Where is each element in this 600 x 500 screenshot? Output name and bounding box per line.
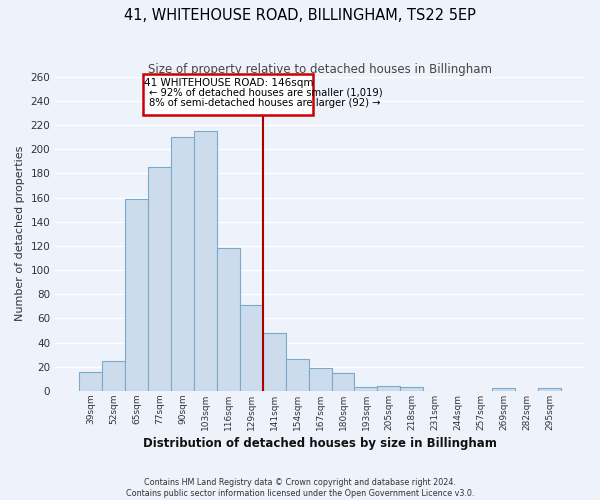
- Bar: [492, 388, 515, 391]
- Text: Contains HM Land Registry data © Crown copyright and database right 2024.
Contai: Contains HM Land Registry data © Crown c…: [126, 478, 474, 498]
- Bar: [217, 248, 240, 391]
- Text: 8% of semi-detached houses are larger (92) →: 8% of semi-detached houses are larger (9…: [149, 98, 381, 108]
- Bar: [332, 373, 355, 391]
- Title: Size of property relative to detached houses in Billingham: Size of property relative to detached ho…: [148, 62, 492, 76]
- Bar: [240, 305, 263, 391]
- Bar: [263, 333, 286, 391]
- Bar: [538, 388, 561, 391]
- Bar: [400, 388, 423, 391]
- Bar: [194, 131, 217, 391]
- Bar: [286, 360, 308, 391]
- Y-axis label: Number of detached properties: Number of detached properties: [15, 146, 25, 322]
- Bar: [79, 372, 102, 391]
- Bar: [377, 386, 400, 391]
- Bar: [171, 137, 194, 391]
- Bar: [125, 198, 148, 391]
- Text: 41 WHITEHOUSE ROAD: 146sqm: 41 WHITEHOUSE ROAD: 146sqm: [143, 78, 313, 88]
- Bar: [102, 360, 125, 391]
- Bar: [143, 74, 313, 116]
- Text: 41, WHITEHOUSE ROAD, BILLINGHAM, TS22 5EP: 41, WHITEHOUSE ROAD, BILLINGHAM, TS22 5E…: [124, 8, 476, 22]
- Text: ← 92% of detached houses are smaller (1,019): ← 92% of detached houses are smaller (1,…: [149, 88, 383, 98]
- Bar: [308, 368, 332, 391]
- Bar: [355, 388, 377, 391]
- X-axis label: Distribution of detached houses by size in Billingham: Distribution of detached houses by size …: [143, 437, 497, 450]
- Bar: [148, 168, 171, 391]
